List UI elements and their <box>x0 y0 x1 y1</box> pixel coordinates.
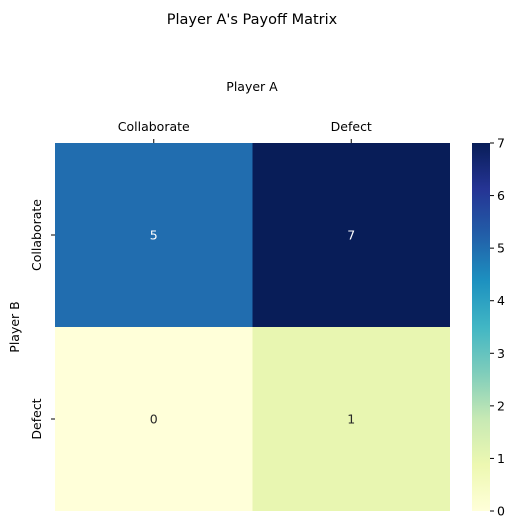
y-tick-label: Collaborate <box>29 199 44 271</box>
colorbar-tick-label: 6 <box>497 188 505 203</box>
heatmap-cell <box>55 327 253 511</box>
cell-annotation: 5 <box>150 228 158 243</box>
x-tick-label: Defect <box>331 119 372 134</box>
heatmap-cell <box>55 143 253 327</box>
y-axis-label: Player B <box>7 301 22 352</box>
colorbar <box>472 143 490 511</box>
cell-annotation: 7 <box>347 228 355 243</box>
chart-title: Player A's Payoff Matrix <box>167 12 338 28</box>
y-tick-labels: Collaborate Defect <box>29 199 55 440</box>
x-tick-labels: Collaborate Defect <box>118 119 372 143</box>
colorbar-tick-label: 4 <box>497 293 505 308</box>
cell-annotations: 5 7 0 1 <box>150 228 355 427</box>
colorbar-tick-label: 2 <box>497 398 505 413</box>
x-axis-label: Player A <box>226 79 278 94</box>
y-tick-label: Defect <box>29 398 44 439</box>
heatmap-cells <box>55 143 450 511</box>
heatmap-cell <box>252 143 450 327</box>
colorbar-tick-label: 3 <box>497 346 505 361</box>
heatmap-cell <box>252 327 450 511</box>
colorbar-ticks: 0 1 2 3 4 5 6 7 <box>490 136 505 519</box>
cell-annotation: 1 <box>347 412 355 427</box>
colorbar-tick-label: 7 <box>497 136 505 151</box>
colorbar-tick-label: 0 <box>497 504 505 519</box>
cell-annotation: 0 <box>150 412 158 427</box>
x-tick-label: Collaborate <box>118 119 190 134</box>
colorbar-tick-label: 5 <box>497 241 505 256</box>
colorbar-tick-label: 1 <box>497 451 505 466</box>
